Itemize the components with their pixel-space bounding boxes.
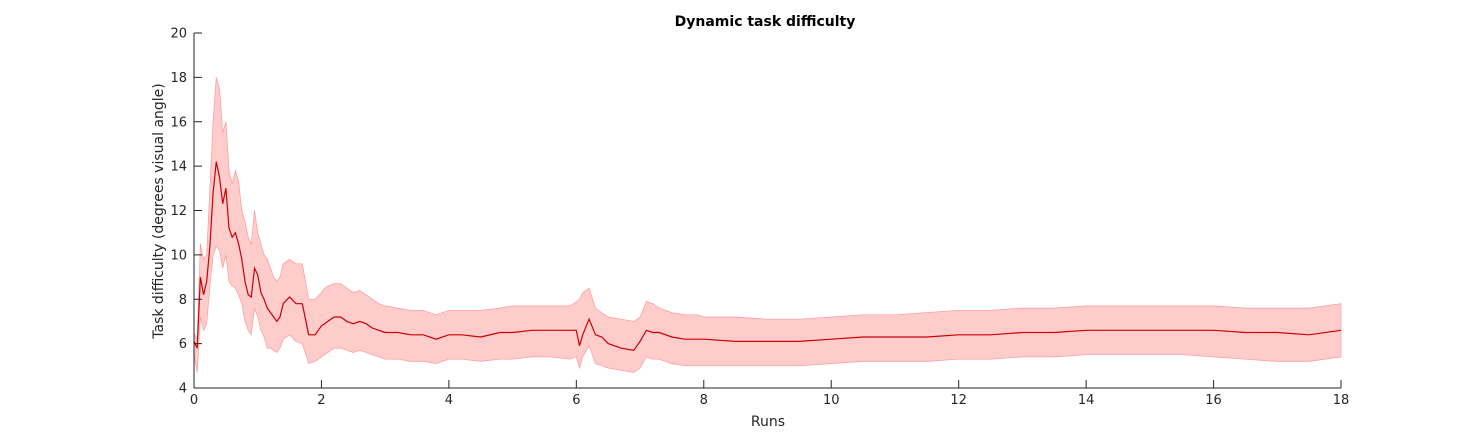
- x-tick-label: 16: [1205, 393, 1222, 408]
- y-tick-label: 18: [170, 71, 187, 86]
- chart-title: Dynamic task difficulty: [675, 14, 856, 30]
- x-tick-label: 18: [1333, 393, 1350, 408]
- mean-line: [193, 161, 1342, 351]
- y-tick-label: 12: [170, 204, 187, 219]
- y-tick-label: 14: [170, 160, 187, 175]
- plot-area: [193, 77, 1342, 373]
- x-tick-label: 8: [700, 393, 708, 408]
- x-tick-label: 10: [823, 393, 840, 408]
- y-tick-label: 6: [179, 337, 187, 352]
- x-axis-label: Runs: [751, 414, 785, 430]
- confidence-band: [193, 77, 1342, 373]
- x-tick-label: 6: [572, 393, 580, 408]
- y-tick-label: 20: [170, 27, 187, 42]
- y-tick-label: 16: [170, 115, 187, 130]
- x-tick-label: 14: [1078, 393, 1095, 408]
- x-tick-label: 4: [445, 393, 453, 408]
- x-tick-label: 0: [190, 393, 198, 408]
- y-tick-label: 10: [170, 248, 187, 263]
- x-tick-label: 2: [317, 393, 325, 408]
- axes: 0 2 4 6 8 10 12 14 16 18 4 6 8 10 12 14 16 18 20: [170, 27, 1349, 409]
- y-axis-label: Task difficulty (degrees visual angle): [151, 83, 167, 340]
- y-tick-label: 8: [179, 293, 187, 308]
- y-tick-label: 4: [179, 382, 187, 397]
- x-tick-label: 12: [950, 393, 967, 408]
